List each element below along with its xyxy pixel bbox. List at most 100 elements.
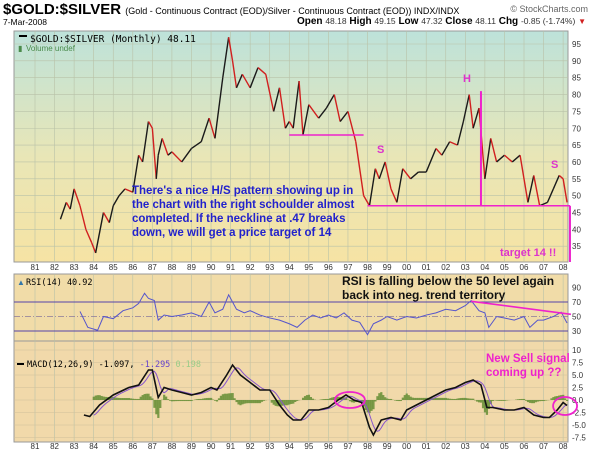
x-tick-label: 06 — [520, 263, 529, 272]
price-segment — [378, 161, 386, 180]
x-tick-label: 82 — [50, 442, 59, 451]
price-segment — [108, 205, 114, 223]
y-tick-label: 40 — [572, 225, 581, 234]
x-tick-label: 01 — [422, 263, 431, 272]
macd-histogram-bar — [536, 400, 539, 402]
x-tick-label: 85 — [109, 442, 118, 451]
macd-histogram-bar — [247, 400, 250, 404]
rsi-tick-label: 90 — [572, 284, 581, 293]
macd-histogram-bar — [135, 398, 138, 400]
macd-histogram-bar — [423, 397, 426, 400]
macd-histogram-bar — [241, 400, 244, 405]
macd-histogram-bar — [327, 398, 330, 400]
x-tick-label: 83 — [70, 263, 79, 272]
macd-histogram-bar — [505, 400, 508, 401]
low-value: 47.32 — [421, 16, 443, 26]
macd-histogram-bar — [251, 400, 254, 404]
x-tick-label: 98 — [363, 263, 372, 272]
x-tick-label: 93 — [265, 263, 274, 272]
x-tick-label: 02 — [441, 263, 450, 272]
x-tick-label: 90 — [207, 442, 216, 451]
macd-histogram-bar — [444, 397, 447, 400]
price-segment — [171, 151, 183, 163]
x-tick-label: 05 — [500, 263, 509, 272]
price-segment — [484, 138, 492, 179]
x-tick-label: 00 — [402, 442, 411, 451]
open-label: Open — [296, 16, 323, 27]
macd-histogram-bar — [145, 393, 148, 400]
macd-histogram-bar — [456, 398, 459, 400]
price-segment — [374, 168, 380, 180]
x-tick-label: 91 — [226, 442, 235, 451]
macd-histogram-bar — [125, 398, 129, 400]
macd-histogram-bar — [260, 400, 264, 402]
macd-histogram-bar — [227, 393, 230, 400]
macd-histogram-bar — [200, 398, 203, 400]
x-tick-label: 94 — [285, 442, 294, 451]
macd-histogram-bar — [442, 397, 446, 400]
macd-histogram-bar — [532, 400, 535, 404]
x-tick-label: 92 — [246, 442, 255, 451]
price-segment — [558, 174, 564, 180]
x-tick-label: 93 — [265, 442, 274, 451]
x-tick-label: 95 — [304, 442, 313, 451]
price-segment — [65, 202, 71, 210]
macd-histogram-bar — [186, 400, 189, 402]
macd-histogram-bar — [403, 395, 406, 400]
macd-histogram-bar — [389, 398, 393, 400]
macd-value: MACD(12,26,9) -1.097, — [27, 360, 134, 370]
macd-histogram-bar — [206, 397, 209, 400]
x-tick-label: 06 — [520, 442, 529, 451]
macd-tick-label: -2.5 — [572, 409, 586, 418]
macd-histogram-bar — [405, 393, 408, 400]
price-segment — [519, 155, 529, 203]
macd-histogram-bar — [382, 395, 385, 400]
price-segment — [161, 138, 169, 156]
macd-histogram-bar — [92, 396, 95, 400]
y-tick-label: 60 — [572, 158, 581, 167]
macd-histogram-bar — [258, 400, 262, 404]
macd-histogram-bar — [399, 400, 402, 402]
macd-histogram-bar — [552, 397, 555, 400]
x-tick-label: 00 — [402, 263, 411, 272]
macd-histogram-bar — [284, 400, 287, 406]
price-segment — [191, 141, 202, 150]
macd-histogram-bar — [288, 400, 291, 405]
price-segment — [94, 212, 105, 254]
macd-histogram-bar — [491, 400, 494, 402]
macd-histogram-bar — [429, 397, 432, 400]
volume-icon: ▮ — [18, 44, 22, 53]
macd-histogram-bar — [225, 393, 228, 400]
macd-histogram-bar — [450, 398, 453, 400]
macd-histogram-bar — [174, 400, 178, 402]
price-segment — [490, 138, 498, 163]
macd-histogram-bar — [184, 400, 187, 402]
macd-signal-line — [93, 367, 568, 432]
macd-histogram-bar — [538, 400, 541, 402]
close-value: 48.11 — [475, 16, 496, 26]
y-tick-label: 70 — [572, 124, 581, 133]
price-segment — [241, 73, 251, 89]
macd-histogram-bar — [501, 400, 504, 401]
macd-tick-label: -5.0 — [572, 421, 586, 430]
price-segment — [533, 175, 541, 206]
macd-histogram-bar — [540, 400, 543, 402]
x-tick-label: 96 — [324, 442, 333, 451]
x-tick-label: 05 — [500, 442, 509, 451]
price-segment — [552, 175, 560, 190]
x-tick-label: 96 — [324, 263, 333, 272]
chart-title: $GOLD:$SILVER (Gold - Continuous Contrac… — [3, 1, 459, 18]
macd-histogram-bar — [528, 400, 532, 403]
x-tick-label: 04 — [480, 263, 489, 272]
x-tick-label: 01 — [422, 442, 431, 451]
macd-histogram-bar — [521, 398, 524, 400]
price-segment — [347, 111, 357, 142]
macd-histogram-bar — [151, 398, 154, 400]
macd-histogram-bar — [270, 400, 273, 403]
price-segment — [278, 87, 287, 129]
macd-histogram-bar — [415, 397, 418, 400]
x-tick-label: 08 — [559, 442, 568, 451]
x-tick-label: 88 — [167, 263, 176, 272]
macd-histogram-bar — [305, 395, 309, 400]
